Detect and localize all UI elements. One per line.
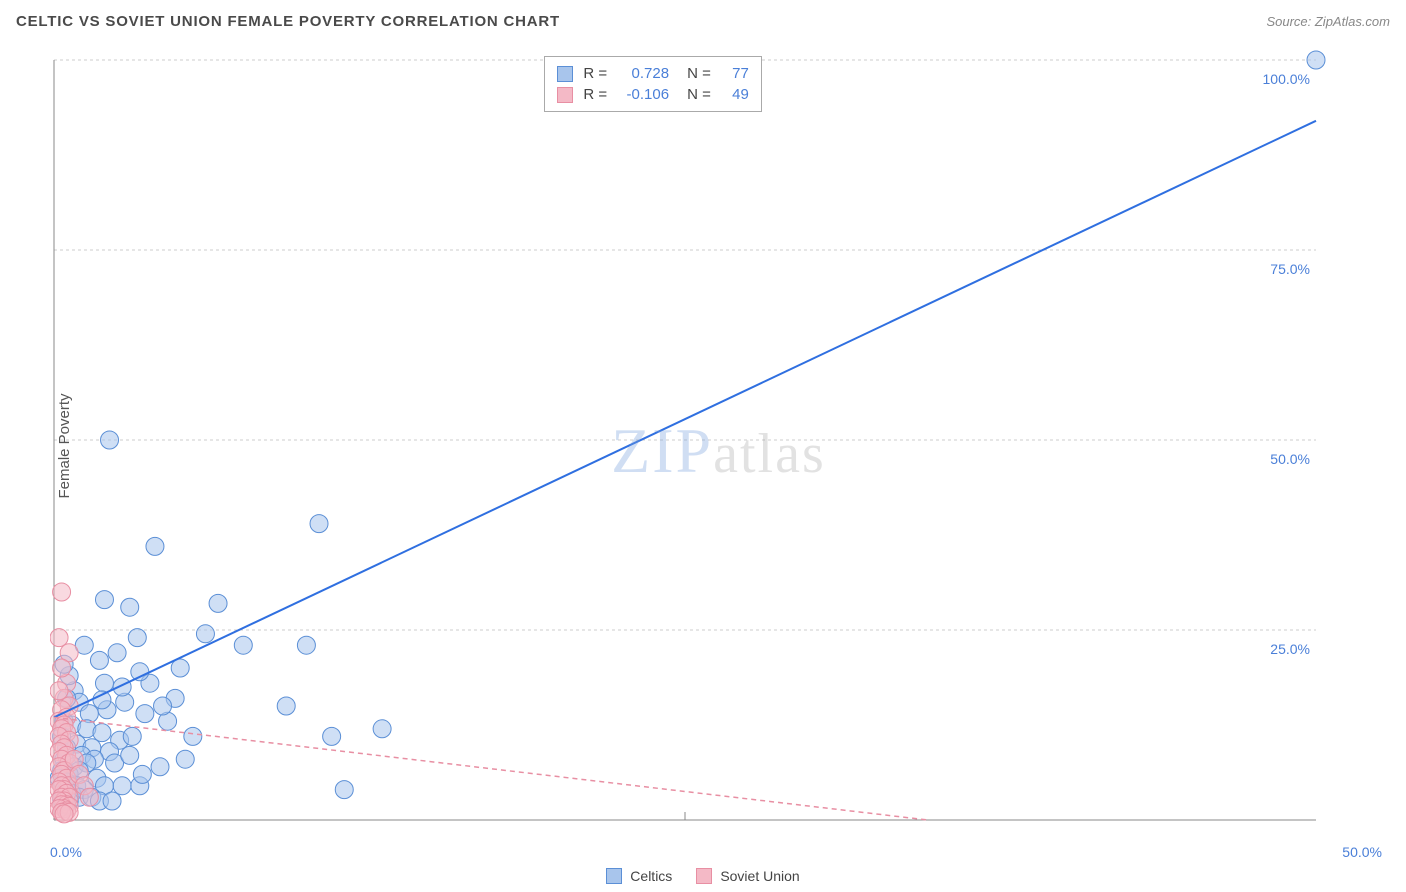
scatter-point bbox=[93, 691, 111, 709]
scatter-point bbox=[154, 697, 172, 715]
x-axis-min-label: 0.0% bbox=[50, 844, 82, 860]
legend-item: Soviet Union bbox=[696, 868, 799, 884]
scatter-point bbox=[323, 727, 341, 745]
scatter-point bbox=[53, 583, 71, 601]
scatter-point bbox=[184, 727, 202, 745]
scatter-point bbox=[121, 746, 139, 764]
scatter-point bbox=[50, 682, 68, 700]
r-value: 0.728 bbox=[617, 65, 669, 82]
scatter-point bbox=[101, 431, 119, 449]
scatter-point bbox=[53, 659, 71, 677]
scatter-point bbox=[131, 663, 149, 681]
scatter-point bbox=[123, 727, 141, 745]
stats-swatch bbox=[557, 87, 573, 103]
r-label: R = bbox=[583, 86, 607, 103]
scatter-point bbox=[128, 629, 146, 647]
plot-area: 25.0%50.0%75.0%100.0% ZIPatlas R =0.728N… bbox=[50, 50, 1386, 850]
scatter-point bbox=[93, 724, 111, 742]
n-label: N = bbox=[687, 65, 711, 82]
scatter-point bbox=[277, 697, 295, 715]
scatter-point bbox=[95, 591, 113, 609]
legend-label: Soviet Union bbox=[720, 868, 799, 884]
y-tick-label: 100.0% bbox=[1263, 71, 1310, 87]
n-value: 77 bbox=[721, 65, 749, 82]
legend-swatch bbox=[696, 868, 712, 884]
r-value: -0.106 bbox=[617, 86, 669, 103]
stats-swatch bbox=[557, 66, 573, 82]
n-value: 49 bbox=[721, 86, 749, 103]
scatter-point bbox=[136, 705, 154, 723]
scatter-point bbox=[176, 750, 194, 768]
stats-row: R = -0.106 N = 49 bbox=[557, 84, 749, 105]
legend-item: Celtics bbox=[606, 868, 672, 884]
legend-label: Celtics bbox=[630, 868, 672, 884]
scatter-plot-svg: 25.0% 50.0% 75.0% 100.0% bbox=[50, 50, 1386, 850]
n-label: N = bbox=[687, 86, 711, 103]
scatter-point bbox=[113, 777, 131, 795]
y-tick-label: 50.0% bbox=[1270, 451, 1310, 467]
scatter-point bbox=[80, 788, 98, 806]
chart-title: CELTIC VS SOVIET UNION FEMALE POVERTY CO… bbox=[16, 13, 560, 30]
source-name: ZipAtlas.com bbox=[1315, 14, 1390, 29]
y-tick-label: 25.0% bbox=[1270, 641, 1310, 657]
scatter-point bbox=[113, 678, 131, 696]
scatter-point bbox=[1307, 51, 1325, 69]
scatter-point bbox=[310, 515, 328, 533]
y-tick-label: 75.0% bbox=[1270, 261, 1310, 277]
scatter-point bbox=[103, 792, 121, 810]
x-axis-max-label: 50.0% bbox=[1342, 844, 1382, 860]
source-attribution: Source: ZipAtlas.com bbox=[1266, 14, 1390, 29]
scatter-point bbox=[55, 805, 73, 823]
scatter-point bbox=[133, 765, 151, 783]
series-legend: Celtics Soviet Union bbox=[0, 868, 1406, 884]
stats-row: R = 0.728 N = 77 bbox=[557, 63, 749, 84]
trend-line bbox=[54, 121, 1316, 718]
legend-swatch bbox=[606, 868, 622, 884]
scatter-point bbox=[196, 625, 214, 643]
scatter-point bbox=[209, 594, 227, 612]
chart-header: CELTIC VS SOVIET UNION FEMALE POVERTY CO… bbox=[0, 0, 1406, 42]
scatter-point bbox=[234, 636, 252, 654]
scatter-point bbox=[297, 636, 315, 654]
source-prefix: Source: bbox=[1266, 14, 1314, 29]
scatter-point bbox=[121, 598, 139, 616]
scatter-point bbox=[373, 720, 391, 738]
r-label: R = bbox=[583, 65, 607, 82]
scatter-point bbox=[50, 629, 68, 647]
scatter-point bbox=[108, 644, 126, 662]
scatter-point bbox=[146, 537, 164, 555]
scatter-point bbox=[90, 651, 108, 669]
correlation-stats-box: R = 0.728 N = 77 R = -0.106 N = 49 bbox=[544, 56, 762, 112]
scatter-point bbox=[151, 758, 169, 776]
scatter-point bbox=[335, 781, 353, 799]
